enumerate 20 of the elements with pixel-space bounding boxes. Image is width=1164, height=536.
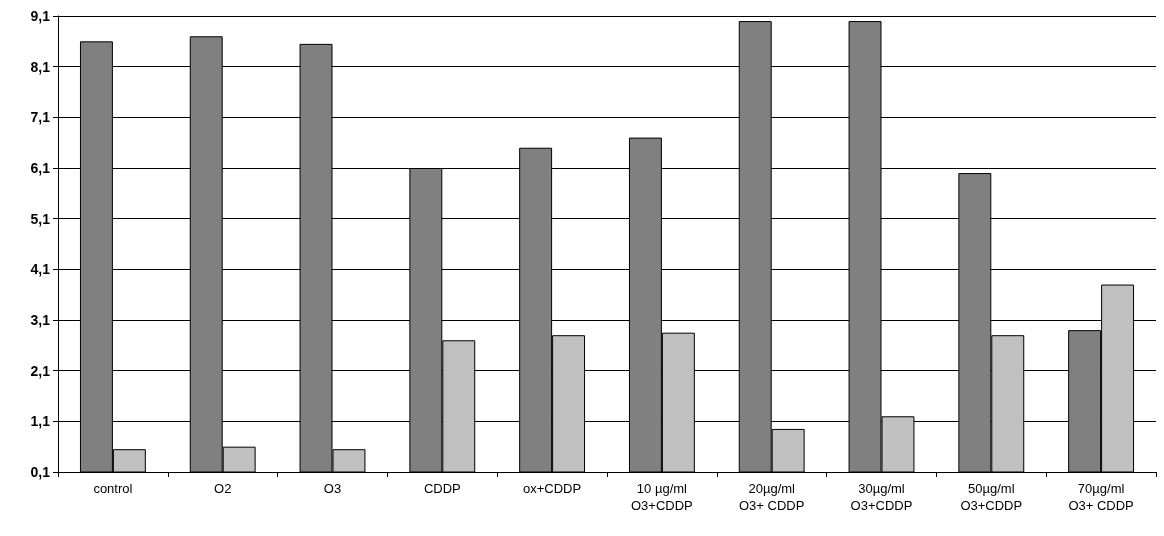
y-tick-label: 6,1 xyxy=(30,160,51,176)
y-tick-label: 7,1 xyxy=(30,109,51,126)
x-tick-label: 50µg/ml O3+CDDP xyxy=(960,481,1023,513)
y-tick-label: 4,1 xyxy=(30,261,51,278)
y-tick-label: 3,1 xyxy=(30,312,51,328)
x-tick-label: CDDP xyxy=(423,481,461,496)
x-tick-label: control xyxy=(93,481,133,496)
y-tick-label: 1,1 xyxy=(30,413,51,430)
y-tick-label: 2,1 xyxy=(30,362,51,379)
x-tick-label: O3 xyxy=(323,481,342,496)
y-tick-label: 0,1 xyxy=(30,464,51,480)
y-tick-label: 5,1 xyxy=(30,210,51,227)
x-tick-label: ox+CDDP xyxy=(523,481,582,496)
y-tick-label: 9,1 xyxy=(30,8,51,24)
x-tick-label: 30µg/ml O3+CDDP xyxy=(850,481,913,513)
x-tick-label: 10 µg/ml O3+CDDP xyxy=(631,481,693,513)
x-tick-label: 70µg/ml O3+ CDDP xyxy=(1068,481,1134,513)
x-tick-label: O2 xyxy=(214,481,232,496)
y-tick-label: 8,1 xyxy=(30,58,51,75)
x-tick-label: 20µg/ml O3+ CDDP xyxy=(739,481,805,513)
